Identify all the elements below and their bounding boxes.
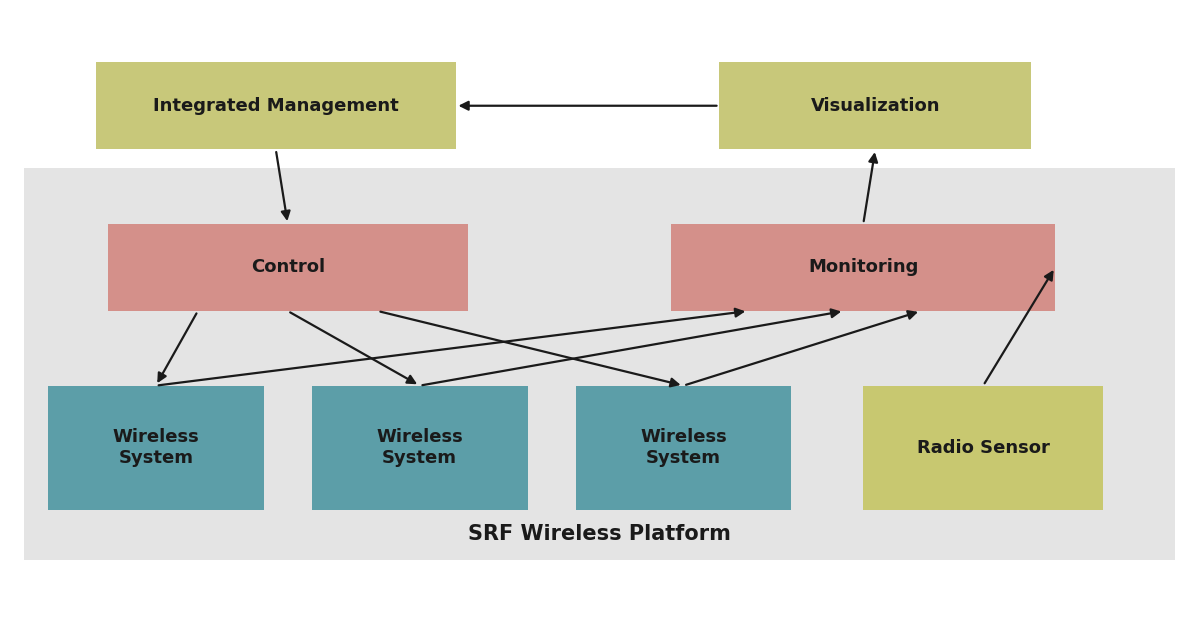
FancyBboxPatch shape: [671, 224, 1055, 311]
Text: Control: Control: [251, 259, 325, 276]
FancyBboxPatch shape: [312, 386, 528, 510]
Text: SRF Wireless Platform: SRF Wireless Platform: [468, 524, 731, 544]
FancyBboxPatch shape: [96, 62, 456, 149]
Text: Wireless
System: Wireless System: [640, 429, 727, 467]
FancyBboxPatch shape: [719, 62, 1031, 149]
FancyBboxPatch shape: [576, 386, 791, 510]
Text: Monitoring: Monitoring: [808, 259, 918, 276]
Text: Integrated Management: Integrated Management: [153, 97, 398, 114]
Text: Radio Sensor: Radio Sensor: [917, 439, 1049, 457]
Text: Visualization: Visualization: [811, 97, 940, 114]
FancyBboxPatch shape: [48, 386, 264, 510]
Text: Wireless
System: Wireless System: [113, 429, 199, 467]
Text: Wireless
System: Wireless System: [376, 429, 463, 467]
FancyBboxPatch shape: [863, 386, 1103, 510]
FancyBboxPatch shape: [24, 168, 1175, 560]
FancyBboxPatch shape: [108, 224, 468, 311]
